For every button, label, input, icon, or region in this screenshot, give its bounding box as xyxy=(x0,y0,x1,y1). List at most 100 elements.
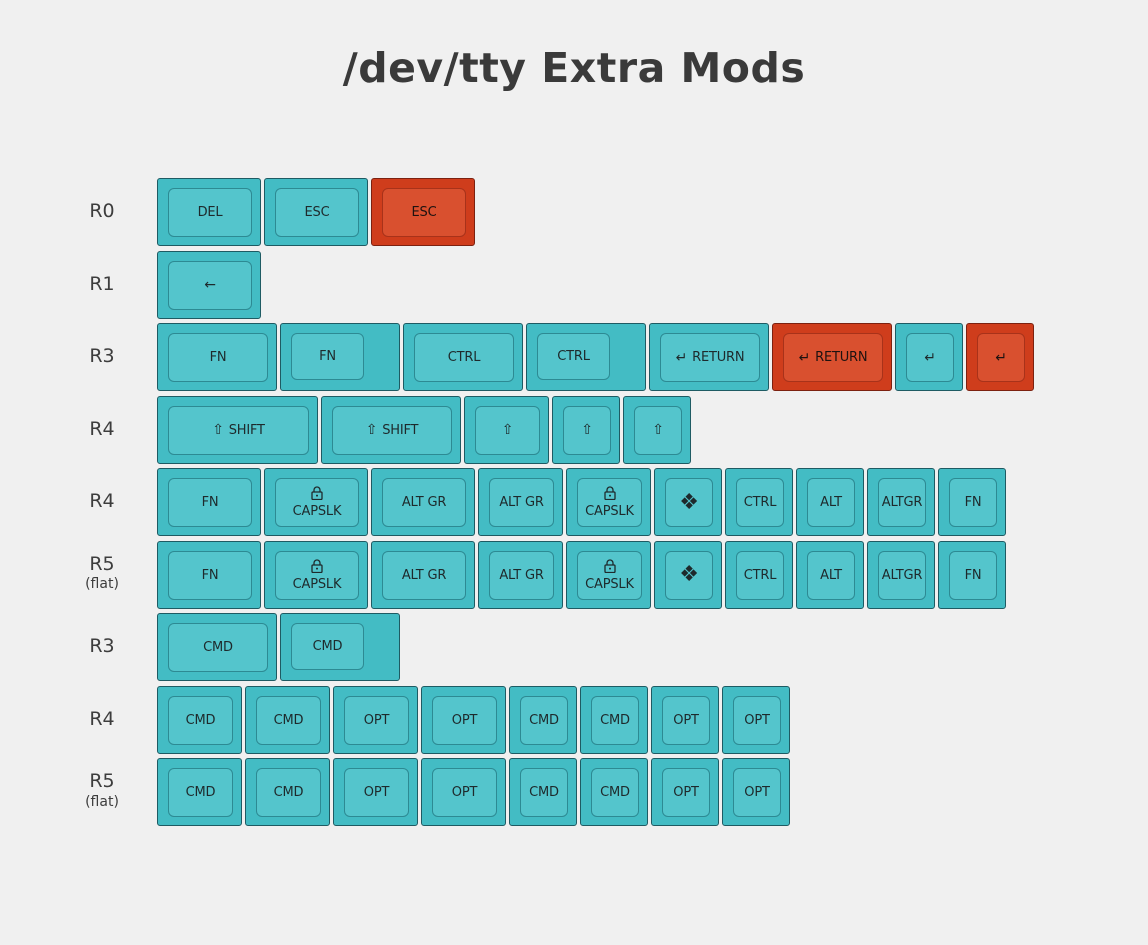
super-key-icon: ❖ xyxy=(679,562,699,587)
row-label: R1 xyxy=(60,272,144,295)
keycap-legend-group: OPT xyxy=(744,713,770,728)
row-label-text: R1 xyxy=(89,272,115,295)
row-label-text: R3 xyxy=(89,345,115,367)
keycap-top: ⇧ xyxy=(563,405,611,455)
keycap-legend-group: CMD xyxy=(203,640,233,655)
keycap: CTRL xyxy=(725,540,793,609)
keycap-top: CMD xyxy=(591,695,639,745)
lock-icon xyxy=(603,558,616,576)
keycap: CMD xyxy=(580,758,648,826)
keycap-legend-group: OPT xyxy=(744,785,770,800)
keycap: FN xyxy=(938,468,1006,536)
keycap: ESC xyxy=(371,178,475,246)
keycap-legend: SHIFT xyxy=(228,422,265,438)
keycap-legend-group: ALTGR xyxy=(882,495,923,510)
keycap-legend: ALT GR xyxy=(499,495,544,510)
keycap-legend-group: ALT GR xyxy=(401,495,447,510)
left-arrow-icon: ← xyxy=(204,277,216,293)
keycap-top: ALT xyxy=(807,550,855,600)
keycap-legend-group: ⇧ SHIFT xyxy=(212,423,265,438)
return-icon: ↵ xyxy=(924,349,936,366)
keycap-row: R3 CMD CMD xyxy=(0,613,1148,681)
keycap-legend-group: CMD xyxy=(529,713,559,728)
keycap-legend-group: CTRL xyxy=(744,495,777,510)
keycap: ALTGR xyxy=(867,540,935,609)
keycap-legend-group: ⇧ SHIFT xyxy=(366,423,419,438)
keycap-legend-group: OPT xyxy=(452,785,478,800)
keycap-row: R4 FN CAPSLK ALT GR ALT GR CAPSLK ❖ CTRL ALT ALTG… xyxy=(0,468,1148,536)
row-label-text: R3 xyxy=(89,635,115,657)
keycap-top: ↵ xyxy=(977,333,1025,382)
keycap-legend: OPT xyxy=(363,712,390,728)
keycap: ↵ xyxy=(895,323,963,391)
keycap-legend-group: ❖ xyxy=(679,489,699,515)
keycap: CMD xyxy=(509,758,577,826)
keycap-legend-group: OPT xyxy=(673,713,699,728)
return-icon: ↵ xyxy=(675,349,688,366)
keycap-legend: OPT xyxy=(744,785,770,800)
keycap: CTRL xyxy=(725,468,793,536)
keycap-row: R3 FN FN CTRL CTRL ↵ RETURN ↵ RETURN ↵ ↵ xyxy=(0,323,1148,391)
keycap-top: OPT xyxy=(344,695,409,745)
keycap-legend-group: FN xyxy=(202,495,219,510)
keycap-legend-group: OPT xyxy=(452,713,478,728)
keycap-top: ❖ xyxy=(665,478,713,527)
keycap: ALT GR xyxy=(371,540,475,609)
return-icon: ↵ xyxy=(798,349,811,366)
keycap-legend-group: OPT xyxy=(673,785,699,800)
keycap-legend-group: ↵ xyxy=(995,351,1007,365)
keycap-legend-group: FN xyxy=(965,495,982,510)
keycap-top: ALT GR xyxy=(489,550,554,600)
keycap-legend-group: ALT GR xyxy=(499,495,544,510)
keycap: ALT xyxy=(796,468,864,536)
keycap-top: OPT xyxy=(432,768,497,817)
keycap-legend-group: FN xyxy=(319,349,336,364)
keycap-top: CMD xyxy=(168,768,233,817)
keycap-legend-group: CMD xyxy=(600,713,630,728)
keycap: OPT xyxy=(421,685,506,754)
keycap-legend-group: ESC xyxy=(305,205,330,220)
keycap-top: OPT xyxy=(344,768,409,817)
keycap-top: ← xyxy=(168,260,252,310)
keycap: ⇧ SHIFT xyxy=(157,395,318,464)
keycap-legend: FN xyxy=(964,495,982,510)
keycap: ALT xyxy=(796,540,864,609)
keycap-top: ALT GR xyxy=(382,550,466,600)
keycap-legend: ESC xyxy=(304,205,330,220)
keycap: CMD xyxy=(280,613,400,681)
row-label: R5 (flat) xyxy=(60,554,144,593)
keycap-top: FN xyxy=(168,333,268,382)
keycap-legend-group: CMD xyxy=(274,713,304,728)
keycap-legend-group: CMD xyxy=(186,785,216,800)
keycap-legend: FN xyxy=(209,350,227,365)
keycap-legend: SHIFT xyxy=(382,422,419,438)
keycap-top: CAPSLK xyxy=(577,550,642,600)
keycap-legend: CAPSLK xyxy=(292,576,342,592)
keycap-legend: CMD xyxy=(312,639,343,654)
keycap-legend: ALT GR xyxy=(401,495,447,510)
keycap: FN xyxy=(280,323,400,391)
keycap-legend-group: DEL xyxy=(198,205,223,220)
keycap: ⇧ xyxy=(464,395,549,464)
keycap-top: CMD xyxy=(168,695,233,745)
keycap-legend: CMD xyxy=(273,785,304,800)
super-key-icon: ❖ xyxy=(679,489,699,515)
keycap-legend-group: OPT xyxy=(364,785,390,800)
row-label-text: R4 xyxy=(89,490,115,512)
keycap: OPT xyxy=(722,758,790,826)
keycap-top: OPT xyxy=(733,768,781,817)
keycap: OPT xyxy=(333,685,418,754)
keycap-legend-group: ALTGR xyxy=(882,568,923,583)
keycap: ⇧ SHIFT xyxy=(321,395,461,464)
keycap-top: FN xyxy=(949,550,997,600)
keycap-legend: CMD xyxy=(600,785,630,800)
keycap-legend: RETURN xyxy=(692,350,745,365)
keycap: FN xyxy=(157,323,277,391)
keycap: FN xyxy=(157,468,261,536)
keycap-row: R5 (flat) CMD CMD OPT OPT CMD CMD OPT OPT xyxy=(0,758,1148,826)
keycap: ↵ RETURN xyxy=(649,323,769,391)
keycap-legend-group: ↵ xyxy=(924,351,936,365)
keycap-top: CTRL xyxy=(537,333,610,380)
keycap-top: ↵ RETURN xyxy=(783,333,883,382)
keycap: OPT xyxy=(421,758,506,826)
